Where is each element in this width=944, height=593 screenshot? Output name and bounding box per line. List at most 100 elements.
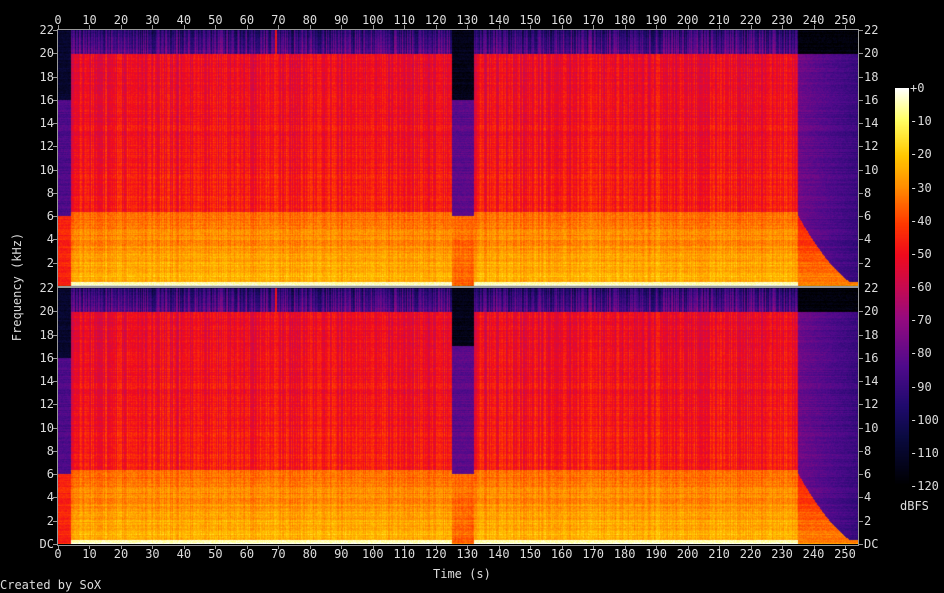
y-tick-mark	[859, 99, 863, 101]
x-tick-mark	[719, 545, 721, 549]
x-tick-mark	[404, 545, 406, 549]
x-tick-label-bottom: 0	[54, 547, 62, 561]
x-tick-label-bottom: 70	[271, 547, 286, 561]
x-tick-mark	[246, 545, 248, 549]
y-tick-mark	[53, 404, 57, 406]
x-tick-mark	[309, 25, 311, 29]
x-tick-label-bottom: 240	[802, 547, 825, 561]
x-tick-label-bottom: 130	[456, 547, 479, 561]
x-tick-mark	[58, 545, 59, 549]
x-tick-label-top: 0	[54, 13, 62, 27]
x-tick-label-bottom: 200	[676, 547, 699, 561]
y-tick-label-left: 22	[39, 281, 54, 295]
x-tick-mark	[89, 545, 91, 549]
x-tick-mark	[152, 545, 154, 549]
x-axis-label: Time (s)	[433, 567, 491, 581]
x-tick-mark	[750, 545, 752, 549]
y-tick-mark	[53, 520, 57, 522]
y-tick-label-right: 18	[864, 327, 879, 342]
y-tick-mark	[859, 123, 863, 125]
x-tick-mark	[246, 25, 248, 29]
x-tick-label-bottom: 80	[302, 547, 318, 561]
y-tick-mark	[859, 30, 863, 31]
x-tick-label-top: 80	[302, 13, 318, 27]
x-tick-mark	[656, 545, 658, 549]
x-tick-label-bottom: 250	[834, 547, 856, 561]
y-tick-mark	[53, 357, 57, 359]
y-tick-mark	[53, 450, 57, 452]
y-tick-label-right: 4	[864, 232, 872, 247]
x-tick-mark	[58, 25, 59, 29]
y-tick-label-left: 12	[39, 397, 54, 412]
x-tick-label-bottom: 230	[771, 547, 793, 561]
y-tick-label-left: 6	[46, 467, 54, 482]
x-tick-mark	[687, 25, 689, 29]
x-tick-mark	[782, 25, 784, 29]
y-tick-label-left: DC	[39, 537, 54, 551]
x-tick-mark	[687, 545, 689, 549]
y-tick-label-left: 12	[39, 139, 54, 154]
y-tick-label-right: 16	[864, 92, 879, 107]
y-tick-mark	[859, 357, 863, 359]
y-tick-mark	[859, 497, 863, 499]
x-tick-label-top: 30	[145, 13, 160, 27]
x-tick-mark	[656, 25, 658, 29]
x-tick-label-bottom: 50	[208, 547, 223, 561]
channel-2-frame	[57, 286, 859, 546]
y-tick-label-right: 22	[864, 23, 879, 37]
y-tick-mark	[859, 520, 863, 522]
x-tick-mark	[845, 545, 846, 549]
x-tick-mark	[435, 545, 437, 549]
colorbar-tick-label: -80	[910, 346, 932, 361]
x-tick-label-bottom: 170	[582, 547, 604, 561]
x-tick-mark	[404, 25, 406, 29]
x-tick-mark	[782, 545, 784, 549]
x-tick-label-top: 20	[113, 13, 129, 27]
colorbar-tick-label: -30	[910, 180, 932, 195]
y-tick-mark	[859, 216, 863, 218]
x-tick-label-top: 180	[613, 13, 636, 27]
y-tick-mark	[859, 474, 863, 476]
y-tick-mark	[859, 262, 863, 264]
y-tick-mark	[53, 76, 57, 78]
x-tick-mark	[435, 25, 437, 29]
x-tick-label-top: 170	[582, 13, 604, 27]
y-tick-mark	[859, 239, 863, 241]
y-tick-label-right: 18	[864, 69, 879, 84]
x-tick-mark	[561, 545, 563, 549]
x-tick-label-bottom: 120	[424, 547, 447, 561]
y-tick-label-right: 10	[864, 420, 879, 435]
y-tick-mark	[53, 334, 57, 336]
y-tick-mark	[53, 30, 57, 31]
x-tick-label-bottom: 150	[519, 547, 542, 561]
y-tick-mark	[859, 427, 863, 429]
y-tick-label-left: 14	[39, 374, 54, 389]
x-tick-label-top: 220	[739, 13, 762, 27]
y-tick-label-left: 16	[39, 92, 54, 107]
x-tick-mark	[152, 25, 154, 29]
x-tick-mark	[593, 545, 595, 549]
x-tick-mark	[467, 25, 469, 29]
x-tick-mark	[530, 545, 532, 549]
x-tick-mark	[845, 25, 846, 29]
y-tick-label-right: DC	[864, 537, 879, 551]
y-tick-mark	[859, 544, 863, 545]
x-tick-mark	[498, 25, 500, 29]
y-tick-label-left: 6	[46, 209, 54, 224]
colorbar	[895, 88, 909, 486]
x-tick-mark	[341, 25, 343, 29]
x-tick-mark	[750, 25, 752, 29]
colorbar-tick-label: -40	[910, 213, 932, 228]
y-tick-mark	[53, 544, 57, 545]
colorbar-tick-label: -20	[910, 147, 932, 162]
y-tick-label-left: 16	[39, 350, 54, 365]
x-tick-mark	[498, 545, 500, 549]
y-tick-label-left: 8	[46, 443, 54, 458]
x-tick-label-top: 90	[334, 13, 349, 27]
y-tick-label-right: 20	[864, 304, 879, 319]
y-tick-label-left: 22	[39, 23, 54, 37]
y-tick-mark	[53, 123, 57, 125]
y-tick-label-right: 8	[864, 443, 872, 458]
colorbar-tick-label: -70	[910, 313, 932, 328]
y-tick-label-right: 2	[864, 255, 872, 270]
